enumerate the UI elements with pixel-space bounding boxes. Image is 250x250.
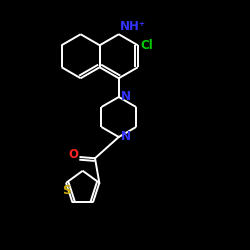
Text: Cl: Cl [141, 39, 154, 52]
Text: N: N [121, 90, 131, 104]
Text: NH⁺: NH⁺ [120, 20, 146, 33]
Text: N: N [121, 130, 131, 143]
Text: S: S [62, 184, 70, 197]
Text: O: O [68, 148, 78, 161]
